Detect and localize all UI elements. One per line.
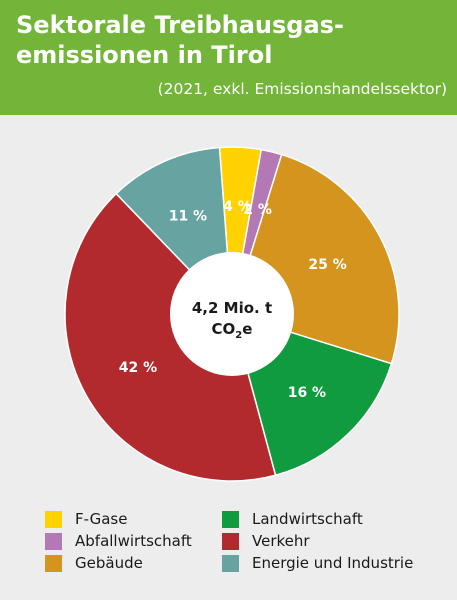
chart-subtitle: (2021, exkl. Emissionshandelssektor)	[157, 80, 447, 98]
legend-swatch	[45, 510, 62, 528]
slice-label-f-gase: 4 %	[223, 199, 252, 215]
slice-label-verkehr: 42 %	[119, 360, 157, 376]
slice-label-landwirtschaft: 16 %	[288, 385, 326, 401]
header-banner: Sektorale Treibhausgas-emissionen in Tir…	[0, 0, 457, 115]
legend-swatch	[45, 532, 62, 550]
slice-label-energie-und-industrie: 11 %	[169, 208, 207, 224]
legend-item-landwirtschaft: Landwirtschaft	[222, 509, 363, 529]
legend-swatch	[45, 554, 62, 572]
legend-item-f-gase: F-Gase	[45, 509, 127, 529]
legend-label: Energie und Industrie	[252, 554, 414, 572]
legend-label: Abfallwirtschaft	[75, 532, 192, 550]
legend-item-gebaeude: Gebäude	[45, 553, 143, 573]
center-total-label: 4,2 Mio. t	[192, 299, 272, 317]
legend-label: Verkehr	[252, 532, 310, 550]
slice-label-gebaeude: 25 %	[308, 257, 346, 273]
legend-swatch	[222, 532, 239, 550]
center-unit-label: CO2e	[212, 320, 253, 341]
donut-center	[170, 252, 294, 376]
slice-verkehr	[64, 192, 277, 482]
legend-label: Landwirtschaft	[252, 510, 363, 528]
legend-label: Gebäude	[75, 554, 143, 572]
slice-label-abfallwirtschaft: 2 %	[243, 202, 272, 218]
chart-title: Sektorale Treibhausgas-emissionen in Tir…	[16, 11, 344, 69]
legend-item-abfallwirtschaft: Abfallwirtschaft	[45, 531, 192, 551]
donut-chart: 4 %2 % 25 % 16 % 42 % 11 % 4,2 Mio. t CO2e	[64, 146, 400, 482]
legend: F-Gase Landwirtschaft Abfallwirtschaft V…	[0, 509, 457, 589]
legend-swatch	[222, 554, 239, 572]
legend-label: F-Gase	[75, 510, 128, 528]
legend-item-verkehr: Verkehr	[222, 531, 310, 551]
legend-item-energie-und-industrie: Energie und Industrie	[222, 553, 413, 573]
legend-swatch	[222, 510, 239, 528]
